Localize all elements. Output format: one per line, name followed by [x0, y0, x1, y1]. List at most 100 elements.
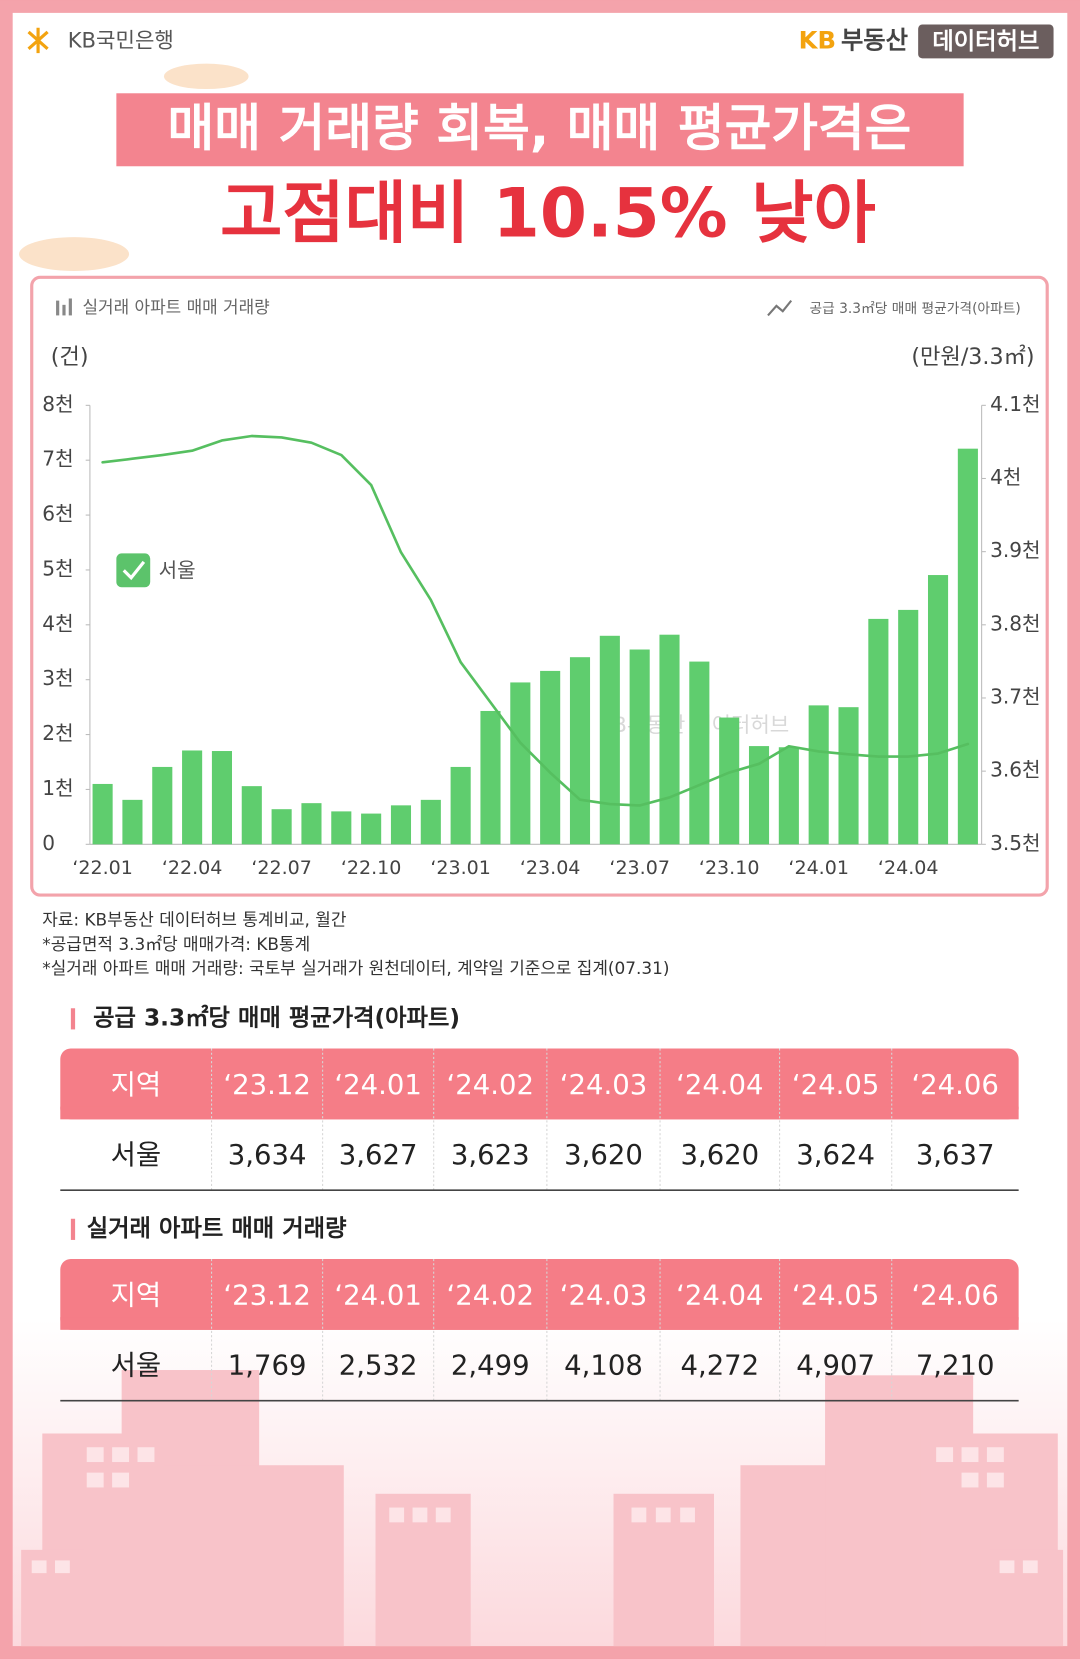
- x-tick-label: ‘23.04: [520, 857, 581, 879]
- table-cell: 3,624: [796, 1139, 875, 1171]
- table-cell: 3,637: [916, 1139, 995, 1171]
- y-tick-label: 5천: [42, 556, 73, 580]
- bar: [927, 575, 949, 845]
- table-cell: 3,620: [564, 1139, 643, 1171]
- table-header-cell: ‘24.03: [560, 1069, 647, 1101]
- y2-tick-label: 3.5천: [990, 831, 1040, 855]
- x-tick-label: ‘22.07: [251, 857, 312, 879]
- table-header-cell: ‘23.12: [223, 1069, 310, 1101]
- title-line-2: 고점대비 10.5% 낮아: [220, 174, 876, 253]
- table-header-bg: [60, 1106, 1019, 1120]
- table-header-cell: ‘24.01: [334, 1280, 421, 1312]
- bar: [838, 707, 859, 845]
- table-header-cell: 지역: [111, 1280, 162, 1312]
- table-cell: 4,272: [680, 1349, 759, 1381]
- y2-tick-label: 3.9천: [990, 538, 1040, 562]
- table-cell: 3,627: [339, 1139, 418, 1171]
- brand-tag-box: [918, 24, 1054, 59]
- line-legend-icon: [767, 299, 793, 317]
- table-cell: 서울: [111, 1139, 162, 1171]
- bar: [957, 448, 978, 845]
- table-cell: 4,108: [564, 1349, 643, 1381]
- bar: [748, 746, 770, 845]
- kb-logo-mark: [27, 27, 49, 54]
- table-header-cell: ‘24.04: [676, 1069, 763, 1101]
- table-header-cell: ‘24.01: [334, 1069, 421, 1101]
- bar: [122, 799, 143, 845]
- table-cell: 1,769: [228, 1349, 307, 1381]
- bar: [361, 813, 382, 845]
- filter-checkbox[interactable]: [116, 553, 151, 588]
- bar: [689, 661, 710, 845]
- filter-label[interactable]: 서울: [159, 558, 196, 582]
- bar-legend-label: 실거래 아파트 매매 거래량: [83, 297, 270, 317]
- bar: [569, 657, 591, 845]
- x-tick-label: ‘23.10: [699, 857, 760, 879]
- bar: [778, 747, 799, 845]
- table-header-cell: ‘24.06: [911, 1069, 998, 1101]
- bar: [629, 649, 650, 845]
- x-tick-label: ‘23.01: [430, 857, 491, 879]
- coin: [163, 63, 249, 90]
- x-tick-label: ‘23.07: [609, 857, 670, 879]
- table-header-cell: ‘24.05: [792, 1280, 879, 1312]
- y2-tick-label: 4.1천: [990, 392, 1040, 416]
- table-title: 실거래 아파트 매매 거래량: [87, 1215, 347, 1242]
- bar: [808, 705, 829, 845]
- buildings: [21, 1370, 1064, 1647]
- table-header-cell: ‘24.02: [447, 1280, 534, 1312]
- brand-tag: 데이터허브: [932, 28, 1039, 55]
- source-note: 자료: KB부동산 데이터허브 통계비교, 월간: [42, 909, 346, 929]
- table-header-bg: [60, 1317, 1019, 1330]
- table-header-cell: ‘23.12: [223, 1280, 310, 1312]
- table-cell: 서울: [111, 1349, 162, 1381]
- y2-tick-label: 3.7천: [990, 684, 1040, 708]
- y-tick-label: 7천: [42, 447, 73, 471]
- table-header-cell: ‘24.06: [911, 1280, 998, 1312]
- table-cell: 3,620: [680, 1139, 759, 1171]
- section-marker: [70, 1218, 76, 1240]
- x-tick-label: ‘24.04: [878, 857, 939, 879]
- section-marker: [70, 1008, 76, 1030]
- table-cell: 4,907: [796, 1349, 875, 1381]
- bar: [868, 618, 889, 845]
- table-header-cell: ‘24.04: [676, 1280, 763, 1312]
- y-tick-label: 3천: [42, 666, 73, 690]
- bar: [450, 766, 471, 845]
- bar: [659, 634, 680, 845]
- y2-axis-label: (만원/3.3㎡): [911, 344, 1034, 370]
- tables: 공급 3.3㎡당 매매 평균가격(아파트) 지역 ‘23.12 ‘24.01 ‘24.0…: [60, 1004, 1019, 1402]
- table-header-cell: ‘24.03: [560, 1280, 647, 1312]
- bank-logo: KB국민은행: [68, 27, 174, 52]
- table-cell: 2,532: [339, 1349, 418, 1381]
- table-cell: 2,499: [451, 1349, 530, 1381]
- bar: [420, 799, 441, 845]
- line-legend-label: 공급 3.3㎡당 매매 평균가격(아파트): [809, 301, 1020, 317]
- x-tick-label: ‘22.01: [72, 857, 133, 879]
- y2-tick-label: 3.6천: [990, 758, 1040, 782]
- note: *실거래 아파트 매매 거래량: 국토부 실거래가 원천데이터, 계약일 기준으…: [42, 958, 669, 978]
- table-title: 공급 3.3㎡당 매매 평균가격(아파트): [93, 1004, 460, 1031]
- y2-tick-label: 4천: [990, 465, 1021, 489]
- bar: [271, 809, 292, 845]
- price-line: [101, 434, 970, 807]
- bar: [898, 609, 919, 845]
- table-cell: 7,210: [916, 1349, 995, 1381]
- bar: [301, 803, 322, 845]
- bar: [599, 635, 620, 845]
- bar: [390, 805, 412, 845]
- table-header-cell: ‘24.02: [447, 1069, 534, 1101]
- title-highlight: [116, 93, 964, 167]
- x-tick-label: ‘22.10: [341, 857, 402, 879]
- chart-box: [30, 275, 1049, 897]
- bar: [92, 783, 113, 845]
- y-tick-label: 8천: [42, 392, 73, 416]
- x-tick-label: ‘22.04: [162, 857, 223, 879]
- y-tick-label: 1천: [42, 776, 73, 800]
- table-cell: 3,623: [451, 1139, 530, 1171]
- check-icon: [122, 560, 146, 581]
- bar-legend-icon: [56, 298, 72, 316]
- bar: [182, 750, 203, 845]
- bar: [152, 766, 173, 845]
